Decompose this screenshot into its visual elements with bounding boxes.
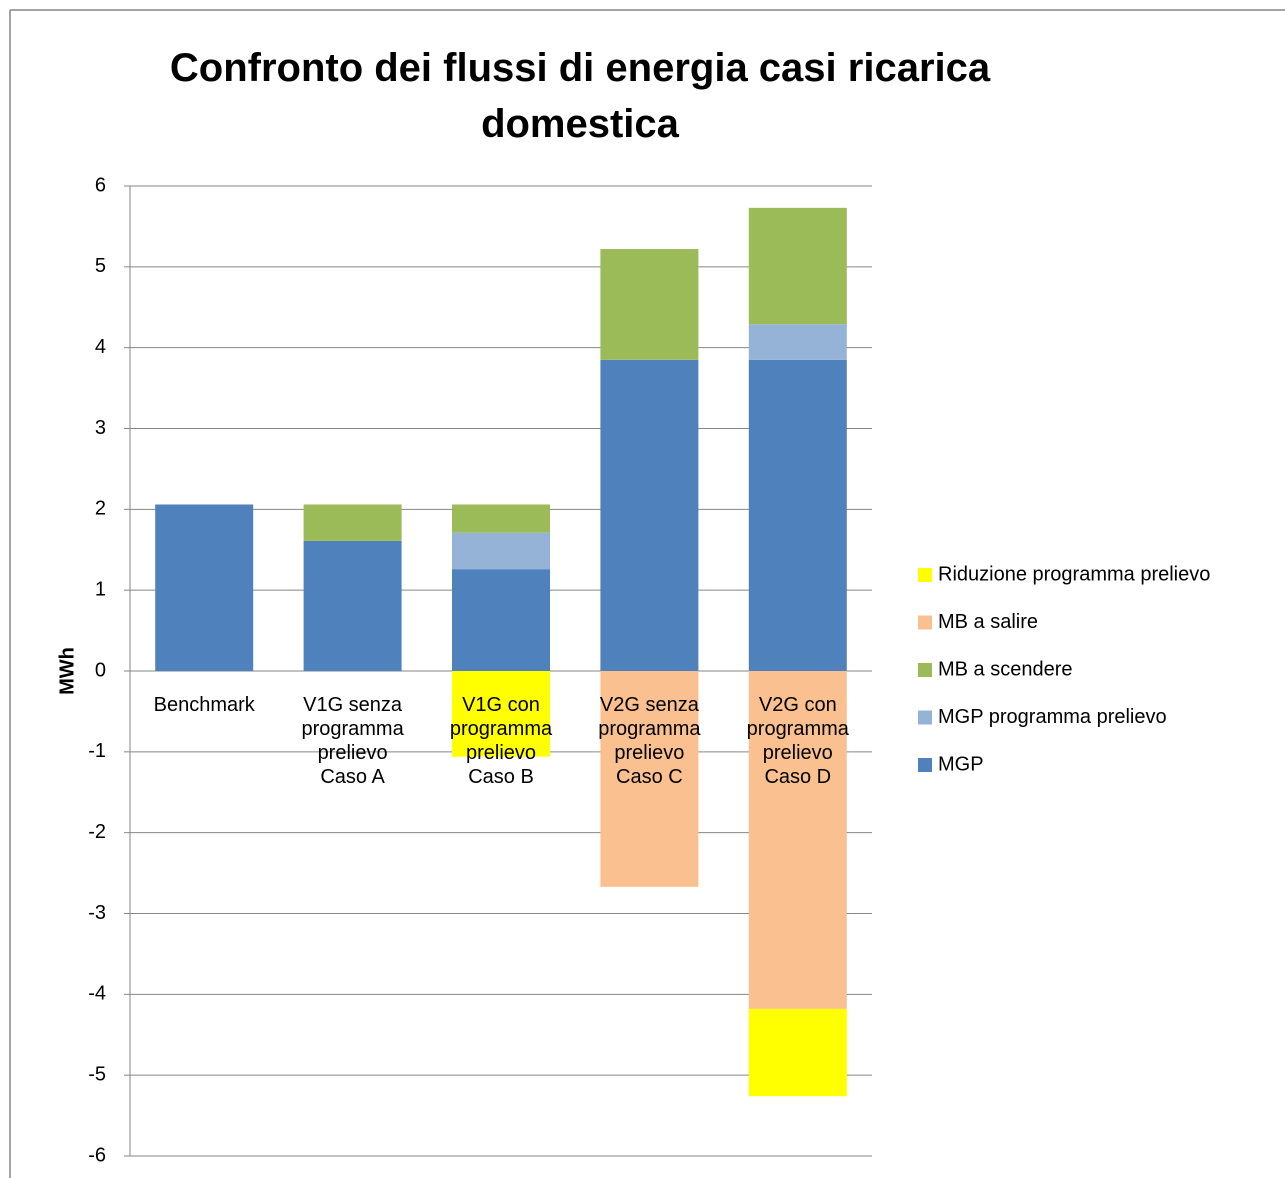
y-tick-label: 2 [95,498,106,520]
y-axis-label: MWh [56,647,78,695]
legend-label: MB a salire [938,611,1038,633]
bar-segment [748,1008,847,1097]
chart-title: Confronto dei flussi di energia casi ric… [169,46,991,146]
x-label-box: V1G con programma prelievo Caso B [449,694,553,788]
y-tick-label: 5 [95,255,106,277]
bar-segment [600,359,699,671]
title-box: Confronto dei flussi di energia casi ric… [169,46,991,146]
bar-segment [155,504,254,671]
bar-segment [600,671,699,887]
bar-segment [748,324,847,360]
x-label-box: V1G senza programma prelievo Caso A [301,694,404,788]
x-tick-label: V2G con programma prelievo Caso D [746,694,849,788]
legend-swatch [918,568,932,582]
bar-segment [452,569,550,671]
y-tick-label: -3 [88,902,106,924]
y-tick-label: -2 [88,821,106,843]
legend-swatch [918,758,932,772]
bar-segment [303,504,402,541]
y-tick-label: -5 [88,1063,106,1085]
legend-swatch [918,663,932,677]
y-tick-label: 1 [95,578,106,600]
x-tick-label: V1G con programma prelievo Caso B [449,694,553,788]
y-tick-label: -6 [88,1144,106,1166]
legend-swatch [918,710,932,725]
legend-label: MGP [938,753,984,775]
y-tick-label: -1 [88,740,106,762]
x-tick-label: Benchmark [153,694,255,716]
y-tick-label: 3 [95,417,106,439]
legend-swatch [918,615,932,630]
x-label-box: Benchmark [153,694,255,716]
bar-segment [748,359,847,671]
bar-segment [748,207,847,325]
bar-segment [452,532,550,570]
bar-segment [452,504,550,533]
y-tick-label: 4 [95,336,106,358]
legend-label: MGP programma prelievo [938,706,1167,728]
legend-label: Riduzione programma prelievo [938,563,1210,585]
x-tick-label: V1G senza programma prelievo Caso A [301,694,404,788]
bar-segment [600,249,699,360]
bar-segment [748,671,847,1009]
bar-segment [452,671,550,757]
y-tick-label: 6 [95,174,106,196]
x-tick-label: V2G senza programma prelievo Caso C [598,694,701,788]
y-tick-label: 0 [95,659,106,681]
x-label-box: V2G con programma prelievo Caso D [746,694,849,788]
legend-label: MB a scendere [938,658,1073,680]
bar-segment [303,540,402,671]
x-label-box: V2G senza programma prelievo Caso C [598,694,701,788]
y-tick-label: -4 [88,983,106,1005]
